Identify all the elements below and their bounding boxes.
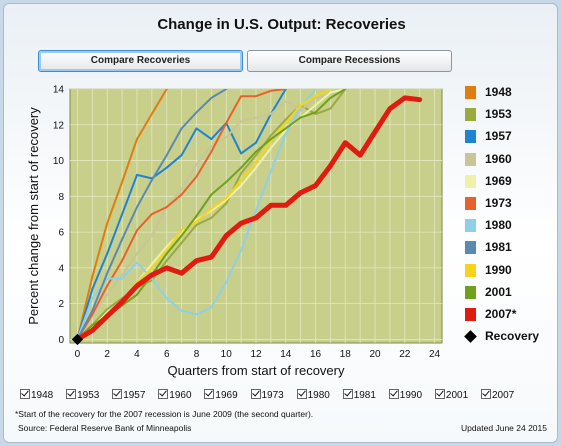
checkbox-label: 1980	[307, 390, 330, 401]
series-line-1960[interactable]	[76, 89, 347, 341]
checkbox-label: 2007	[492, 390, 515, 401]
y-tick-label: 8	[58, 192, 64, 203]
x-tick-label: 16	[310, 349, 322, 360]
checkbox-checked-icon	[250, 389, 261, 399]
x-tick-label: 12	[250, 349, 262, 360]
legend-label: 1990	[485, 262, 512, 277]
checkbox-label: 1960	[169, 390, 192, 401]
series-line-2007[interactable]	[74, 95, 423, 342]
x-tick-label: 24	[429, 349, 441, 360]
series-line-1957[interactable]	[76, 89, 287, 341]
checkbox-checked-icon	[434, 389, 445, 399]
series-checkbox-2007[interactable]: 2007	[481, 389, 514, 403]
series-line-1981[interactable]	[76, 89, 228, 341]
legend-swatch	[465, 241, 476, 255]
legend-label: 1957	[485, 129, 512, 144]
legend-label: 1981	[485, 240, 512, 255]
updated-date: Updated June 24 2015	[460, 423, 547, 433]
checkbox-checked-icon	[112, 389, 123, 399]
checkbox-checked-icon	[388, 389, 399, 399]
series-line-1980[interactable]	[76, 89, 317, 341]
checkbox-label: 2001	[445, 390, 469, 401]
series-checkbox-1969[interactable]: 1969	[204, 389, 238, 403]
legend-label: 2001	[485, 284, 512, 299]
series-checkbox-1980[interactable]: 1980	[296, 389, 330, 403]
series-line-1973[interactable]	[76, 89, 287, 341]
source-note: Source: Federal Reserve Bank of Minneapo…	[18, 423, 192, 433]
x-tick-label: 6	[164, 349, 170, 360]
checkbox-checked-icon	[66, 389, 77, 399]
checkbox-checked-icon	[204, 389, 215, 399]
series-checkbox-1990[interactable]: 1990	[388, 389, 423, 403]
legend-label: 1960	[485, 151, 512, 166]
x-tick-label: 4	[134, 349, 140, 360]
x-tick-label: 8	[194, 349, 200, 360]
checkbox-label: 1948	[31, 390, 54, 401]
legend-swatch	[465, 86, 476, 99]
x-tick-label: 20	[369, 349, 381, 360]
legend-label: 1948	[485, 85, 512, 99]
series-line-1948[interactable]	[76, 89, 168, 341]
y-tick-label: 14	[53, 85, 65, 96]
x-tick-label: 14	[280, 349, 292, 360]
chart-title: Change in U.S. Output: Recoveries	[157, 16, 406, 33]
y-tick-label: 6	[58, 228, 64, 239]
y-tick-label: 10	[53, 156, 65, 167]
tab-compare-recessions[interactable]: Compare Recessions	[247, 50, 452, 72]
legend-swatch	[465, 285, 476, 299]
legend-label: Recovery	[485, 329, 540, 344]
series-checkbox-1948[interactable]: 1948	[20, 389, 53, 403]
legend-swatch	[465, 219, 476, 233]
series-checkbox-1960[interactable]: 1960	[158, 389, 192, 403]
checkbox-label: 1957	[123, 390, 146, 401]
x-tick-label: 2	[104, 349, 110, 360]
y-tick-label: 12	[53, 120, 65, 131]
legend-swatch	[465, 263, 476, 277]
checkbox-checked-icon	[296, 389, 307, 399]
series-checkbox-1953[interactable]: 1953	[66, 389, 99, 403]
legend-label: 1980	[485, 218, 512, 233]
footnote: *Start of the recovery for the 2007 rece…	[15, 409, 314, 419]
checkbox-checked-icon	[20, 389, 30, 399]
series-group	[74, 89, 423, 342]
checkbox-checked-icon	[342, 389, 353, 399]
y-tick-label: 0	[58, 335, 64, 346]
series-checkbox-1981[interactable]: 1981	[342, 389, 376, 403]
series-line-2001[interactable]	[76, 89, 347, 341]
legend-swatch	[465, 308, 476, 321]
checkbox-checked-icon	[481, 389, 491, 399]
x-axis-label: Quarters from start of recovery	[168, 363, 345, 378]
series-checkbox-1973[interactable]: 1973	[250, 389, 284, 403]
tab-compare-recoveries[interactable]: Compare Recoveries	[38, 50, 243, 72]
legend-swatch	[465, 174, 476, 188]
checkbox-label: 1969	[215, 390, 238, 401]
y-tick-label: 2	[58, 299, 64, 310]
checkbox-label: 1990	[399, 390, 423, 401]
legend-label: 2007*	[485, 307, 517, 321]
x-tick-label: 0	[75, 349, 81, 360]
checkbox-label: 1973	[261, 390, 284, 401]
x-tick-label: 10	[221, 349, 233, 360]
legend-label: 1953	[485, 107, 512, 122]
checkbox-label: 1953	[77, 390, 100, 401]
checkbox-label: 1981	[353, 390, 376, 401]
series-checkbox-2001[interactable]: 2001	[434, 389, 469, 403]
checkbox-checked-icon	[158, 389, 169, 399]
y-axis-label: Percent change from start of recovery	[26, 107, 41, 325]
x-tick-label: 18	[340, 349, 352, 360]
legend-swatch	[465, 108, 476, 122]
x-tick-label: 22	[399, 349, 411, 360]
legend-label: 1969	[485, 173, 512, 188]
y-tick-label: 4	[58, 263, 64, 274]
legend-swatch	[465, 152, 476, 166]
legend-swatch	[465, 130, 476, 144]
series-checkbox-1957[interactable]: 1957	[112, 389, 145, 403]
legend-label: 1973	[485, 196, 512, 210]
legend-swatch	[465, 197, 476, 210]
